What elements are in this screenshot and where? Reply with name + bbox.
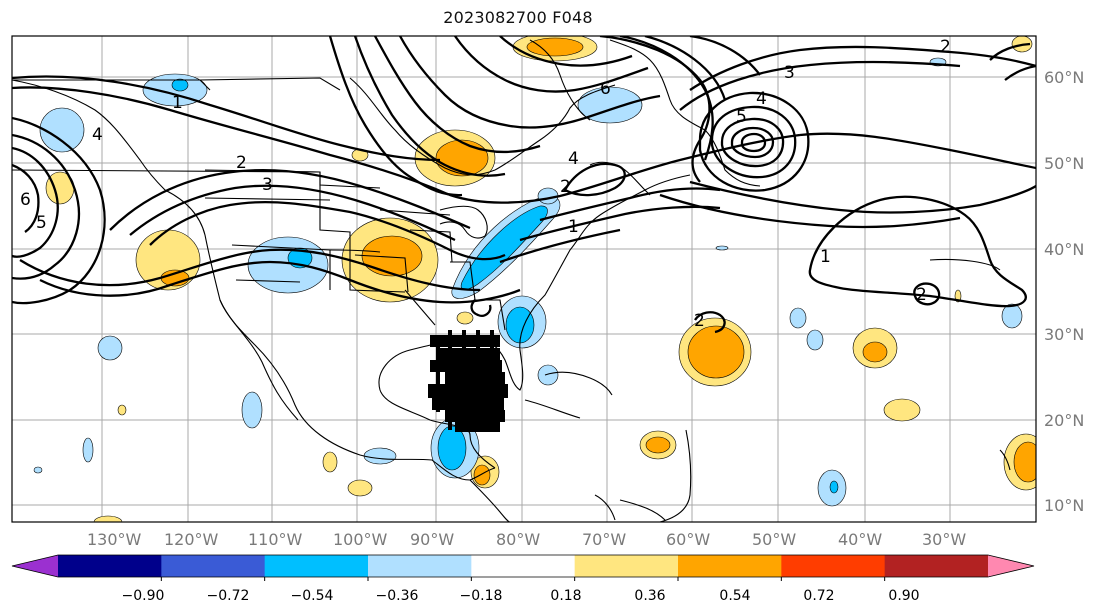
lon-label: 60°W — [666, 530, 710, 549]
colorbar-tick-label: 0.90 — [888, 588, 919, 604]
contour-label: 6 — [20, 190, 31, 210]
latitude-labels: 60°N 50°N 40°N 30°N 20°N 10°N — [1044, 68, 1084, 515]
contour-label: 2 — [916, 285, 927, 305]
lon-label: 100°W — [333, 530, 388, 549]
contour-label: 2 — [236, 153, 247, 173]
contour-label: 4 — [92, 125, 103, 145]
contour-label-group: 1 2 3 4 5 6 2 3 4 5 1 2 1 2 2 4 6 — [20, 37, 951, 331]
longitude-labels: 130°W 120°W 110°W 100°W 90°W 80°W 70°W 6… — [87, 530, 966, 549]
shaded-fields — [33, 36, 1036, 522]
lon-label: 70°W — [582, 530, 626, 549]
colorbar-tick-label: 0.54 — [719, 588, 750, 604]
colorbar-tick-label: −0.72 — [207, 588, 250, 604]
contour-lines — [12, 36, 1036, 334]
contour-label: 2 — [940, 37, 951, 57]
colorbar-tick-label: −0.90 — [122, 588, 165, 604]
colorbar-tick-label: −0.54 — [291, 588, 334, 604]
colorbar-tick-label: −0.18 — [460, 588, 503, 604]
lon-label: 120°W — [164, 530, 219, 549]
colorbar-extend-high — [988, 555, 1034, 577]
colorbar-segment — [884, 555, 989, 577]
colorbar-segment — [471, 555, 576, 577]
lat-label: 10°N — [1044, 496, 1084, 515]
colorbar-segment — [574, 555, 679, 577]
lat-label: 30°N — [1044, 325, 1084, 344]
contour-label: 2 — [694, 311, 705, 331]
contour-label: 3 — [784, 63, 795, 83]
colorbar-labels: −0.90 −0.72 −0.54 −0.36 −0.18 0.18 0.36 … — [122, 588, 920, 604]
contour-label: 1 — [568, 217, 579, 237]
lat-label: 50°N — [1044, 154, 1084, 173]
colorbar-tick-label: 0.72 — [803, 588, 834, 604]
colorbar-segment — [368, 555, 472, 577]
contour-label: 1 — [172, 93, 183, 113]
lat-label: 40°N — [1044, 240, 1084, 259]
colorbar-segment — [264, 555, 369, 577]
colorbar-tick-label: 0.36 — [634, 588, 665, 604]
contour-label: 5 — [36, 213, 47, 233]
colorbar — [11, 554, 1035, 581]
colorbar-tick-label: 0.18 — [550, 588, 581, 604]
colorbar-segment — [678, 555, 782, 577]
contour-label: 5 — [736, 107, 747, 127]
significance-markers — [428, 330, 508, 432]
lon-label: 90°W — [410, 530, 454, 549]
map-title: 2023082700 F048 — [443, 8, 593, 27]
colorbar-segment — [161, 555, 266, 577]
lon-label: 30°W — [922, 530, 966, 549]
colorbar-extend-low — [12, 555, 58, 577]
lon-label: 40°W — [838, 530, 882, 549]
contour-label: 4 — [568, 149, 579, 169]
colorbar-segment — [58, 555, 162, 577]
contour-label: 6 — [600, 79, 611, 99]
lat-label: 60°N — [1044, 68, 1084, 87]
contour-label: 3 — [262, 175, 273, 195]
colorbar-segment — [781, 555, 886, 577]
lon-label: 80°W — [496, 530, 540, 549]
lat-label: 20°N — [1044, 411, 1084, 430]
colorbar-tick-label: −0.36 — [376, 588, 419, 604]
contour-label: 1 — [820, 247, 831, 267]
lon-label: 110°W — [248, 530, 303, 549]
coastlines — [12, 39, 1011, 522]
colorbar-outline — [11, 554, 1035, 578]
contour-label: 2 — [560, 177, 571, 197]
lon-label: 130°W — [87, 530, 142, 549]
contour-label: 4 — [756, 89, 767, 109]
map-frame — [11, 35, 1037, 523]
lon-label: 50°W — [752, 530, 796, 549]
